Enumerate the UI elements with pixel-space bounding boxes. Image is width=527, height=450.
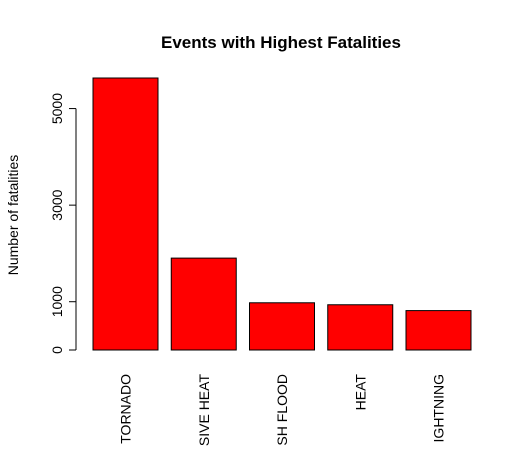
bar-tornado — [93, 78, 158, 350]
y-tick-label: 3000 — [49, 189, 65, 220]
x-category-label: IGHTNING — [431, 374, 447, 442]
y-axis-label: Number of fatalities — [5, 155, 21, 276]
x-category-label: TORNADO — [118, 374, 134, 444]
bar-heat — [328, 305, 393, 350]
bar-lightning — [406, 311, 471, 350]
y-tick-label: 1000 — [49, 286, 65, 317]
bar-flash-flood — [250, 303, 315, 350]
x-category-label: HEAT — [352, 374, 368, 411]
y-tick-label: 0 — [49, 346, 65, 354]
chart-title: Events with Highest Fatalities — [161, 33, 401, 52]
bar-excessive-heat — [171, 258, 236, 350]
x-category-label: SH FLOOD — [274, 374, 290, 446]
y-tick-label: 5000 — [49, 93, 65, 124]
x-category-label: SIVE HEAT — [196, 374, 212, 447]
